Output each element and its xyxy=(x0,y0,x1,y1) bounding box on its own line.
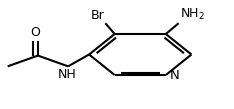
Text: N: N xyxy=(170,69,180,82)
Text: NH$_2$: NH$_2$ xyxy=(180,7,205,22)
Text: Br: Br xyxy=(91,9,104,22)
Text: O: O xyxy=(31,26,40,39)
Text: NH: NH xyxy=(58,68,76,81)
